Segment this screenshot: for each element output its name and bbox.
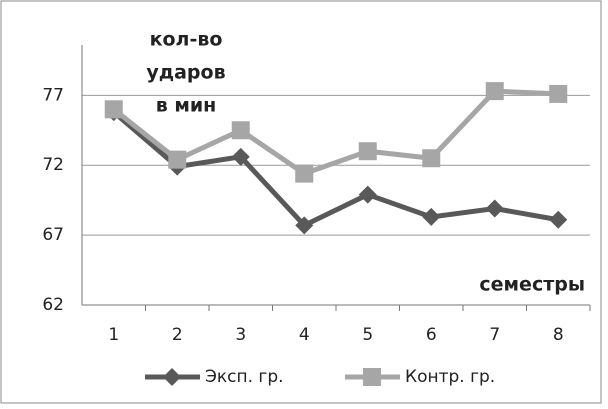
point	[422, 207, 441, 226]
point	[231, 147, 250, 166]
y-axis-label: кол-во	[150, 29, 223, 51]
x-tick-label: 2	[172, 325, 183, 345]
x-tick-label: 6	[426, 325, 437, 345]
legend-marker	[163, 368, 181, 386]
point	[231, 121, 250, 140]
legend-marker	[363, 368, 381, 386]
y-tick-label: 67	[42, 225, 64, 245]
x-axis-label: семестры	[479, 274, 585, 296]
point	[549, 210, 568, 229]
point	[549, 84, 568, 103]
legend-label: Контр. гр.	[405, 367, 495, 387]
point	[358, 142, 377, 161]
series-line	[112, 88, 559, 177]
legend-label: Эксп. гр.	[205, 367, 284, 387]
x-tick-label: 8	[553, 325, 564, 345]
point	[295, 216, 314, 235]
y-axis-label: ударов	[146, 62, 225, 84]
chart-border	[0, 0, 602, 404]
x-tick-label: 5	[362, 325, 373, 345]
point	[485, 199, 504, 218]
point	[485, 82, 504, 101]
series-line	[112, 110, 559, 229]
x-tick-label: 7	[489, 325, 500, 345]
y-axis-label: в мин	[156, 95, 217, 117]
point	[422, 149, 441, 168]
y-tick-label: 72	[42, 155, 64, 175]
x-tick-label: 3	[235, 325, 246, 345]
point	[104, 100, 123, 119]
x-tick-label: 4	[299, 325, 310, 345]
x-tick-label: 1	[108, 325, 119, 345]
y-tick-label: 77	[42, 85, 64, 105]
point	[295, 164, 314, 183]
point	[358, 185, 377, 204]
y-tick-label: 62	[42, 295, 64, 315]
point	[168, 150, 187, 169]
